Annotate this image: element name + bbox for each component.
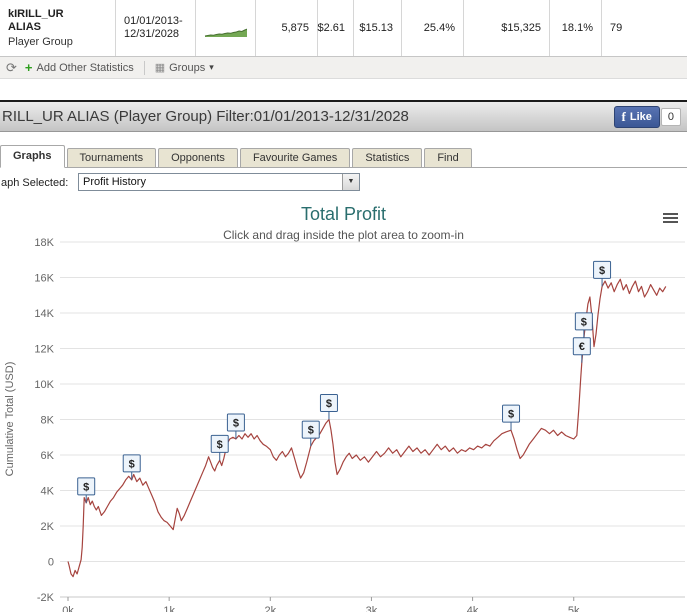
date-range-cell: 01/01/2013- 12/31/2028 bbox=[116, 0, 196, 56]
tab-favourite-games[interactable]: Favourite Games bbox=[239, 148, 351, 168]
svg-text:$: $ bbox=[83, 481, 89, 493]
svg-text:$: $ bbox=[308, 425, 314, 437]
flag-marker[interactable]: $ bbox=[301, 420, 320, 447]
like-count-badge: 0 bbox=[660, 107, 681, 126]
stat-ability: 79 bbox=[610, 22, 623, 34]
graph-type-value: Profit History bbox=[83, 176, 146, 188]
add-other-statistics-label: Add Other Statistics bbox=[36, 61, 134, 74]
svg-text:14K: 14K bbox=[34, 308, 54, 320]
svg-text:€: € bbox=[579, 341, 585, 353]
svg-text:$: $ bbox=[508, 409, 514, 421]
tab-bar: Graphs Tournaments Opponents Favourite G… bbox=[0, 143, 687, 168]
facebook-like-widget: f Like 0 bbox=[613, 105, 681, 128]
profit-history-chart: -2K 0 2K 4K 6K 8K 10K 12K 14K 16K 18K 0k 1k 2k 3k 4k 5k $… bbox=[0, 198, 687, 612]
player-name-cell: kIRILL_UR ALIAS Player Group bbox=[0, 0, 116, 56]
svg-text:8K: 8K bbox=[41, 415, 55, 427]
stat-av-stake: $15.13 bbox=[354, 0, 402, 56]
graph-selector-row: aph Selected: Profit History ▼ bbox=[0, 168, 687, 198]
tab-statistics[interactable]: Statistics bbox=[352, 148, 423, 168]
svg-text:$: $ bbox=[326, 398, 332, 410]
statistics-toolbar: ⟳ + Add Other Statistics ▦ Groups ▾ bbox=[0, 57, 687, 79]
tab-find[interactable]: Find bbox=[424, 148, 472, 168]
svg-text:10K: 10K bbox=[34, 379, 54, 391]
add-other-statistics-button[interactable]: + Add Other Statistics bbox=[24, 60, 134, 75]
filter-header: RILL_UR ALIAS (Player Group) Filter:01/0… bbox=[0, 100, 687, 132]
sparkline-cell bbox=[196, 0, 256, 56]
svg-text:1k: 1k bbox=[163, 605, 175, 612]
svg-text:0: 0 bbox=[48, 557, 54, 569]
flag-marker[interactable]: $ bbox=[210, 434, 229, 461]
groups-dropdown[interactable]: ▦ Groups ▾ bbox=[154, 61, 214, 75]
facebook-icon: f bbox=[621, 108, 626, 124]
player-stats-row[interactable]: kIRILL_UR ALIAS Player Group 01/01/2013-… bbox=[0, 0, 687, 57]
svg-text:$: $ bbox=[217, 439, 223, 451]
svg-text:5k: 5k bbox=[568, 605, 580, 612]
flag-marker[interactable]: $ bbox=[226, 413, 245, 440]
flag-marker[interactable]: $ bbox=[122, 454, 141, 480]
stat-total-profit: $15,325 bbox=[464, 0, 550, 56]
svg-text:18K: 18K bbox=[34, 237, 54, 249]
chart-context-menu-icon[interactable] bbox=[663, 211, 678, 225]
flag-marker[interactable]: $ bbox=[319, 394, 338, 420]
facebook-like-button[interactable]: f Like bbox=[613, 105, 660, 128]
svg-text:12K: 12K bbox=[34, 344, 54, 356]
y-axis-title: Cumulative Total (USD) bbox=[4, 361, 16, 477]
chart-title: Total Profit bbox=[300, 204, 387, 224]
svg-text:$: $ bbox=[599, 265, 605, 277]
svg-text:6K: 6K bbox=[41, 450, 55, 462]
svg-text:2k: 2k bbox=[264, 605, 276, 612]
svg-text:$: $ bbox=[233, 418, 239, 430]
tab-graphs[interactable]: Graphs bbox=[0, 145, 65, 168]
flag-marker[interactable]: € bbox=[572, 337, 591, 363]
results-sparkline bbox=[204, 28, 247, 37]
date-range-line2: 12/31/2028 bbox=[124, 28, 180, 40]
combo-arrow-icon[interactable]: ▼ bbox=[342, 174, 359, 190]
stat-total-roi: 18.1% bbox=[550, 0, 602, 56]
date-range-line1: 01/01/2013- bbox=[124, 15, 183, 27]
groups-label: Groups bbox=[169, 61, 206, 74]
stat-av-profit: $2.61 bbox=[317, 0, 354, 56]
chart-subtitle: Click and drag inside the plot area to z… bbox=[223, 228, 464, 242]
svg-text:16K: 16K bbox=[34, 273, 54, 285]
svg-text:3k: 3k bbox=[366, 605, 378, 612]
player-name: kIRILL_UR ALIAS bbox=[8, 8, 64, 33]
svg-text:-2K: -2K bbox=[37, 592, 55, 604]
groups-icon: ▦ bbox=[154, 62, 166, 74]
svg-text:0k: 0k bbox=[62, 605, 74, 612]
svg-text:$: $ bbox=[581, 316, 587, 328]
player-type: Player Group bbox=[8, 36, 73, 48]
flag-marker[interactable]: $ bbox=[502, 404, 521, 431]
tab-tournaments[interactable]: Tournaments bbox=[66, 148, 157, 168]
graph-type-select[interactable]: Profit History ▼ bbox=[78, 173, 360, 191]
flag-marker[interactable]: $ bbox=[77, 477, 96, 503]
svg-text:2K: 2K bbox=[41, 521, 55, 533]
tab-opponents[interactable]: Opponents bbox=[158, 148, 238, 168]
refresh-icon[interactable]: ⟳ bbox=[6, 59, 17, 75]
flag-marker[interactable]: $ bbox=[593, 260, 612, 287]
graph-selected-label: aph Selected: bbox=[1, 177, 69, 189]
stat-av-roi: 25.4% bbox=[402, 0, 464, 56]
page-title: RILL_UR ALIAS (Player Group) Filter:01/0… bbox=[2, 108, 409, 125]
plus-icon: + bbox=[24, 60, 33, 75]
svg-text:4k: 4k bbox=[467, 605, 479, 612]
svg-text:$: $ bbox=[129, 458, 135, 470]
chevron-down-icon: ▾ bbox=[209, 62, 214, 72]
stat-count: 5,875 bbox=[256, 0, 318, 56]
profit-chart-svg[interactable]: -2K 0 2K 4K 6K 8K 10K 12K 14K 16K 18K 0k 1k 2k 3k 4k 5k $… bbox=[0, 198, 687, 612]
flag-marker[interactable]: $ bbox=[574, 312, 593, 338]
like-label: Like bbox=[629, 110, 652, 123]
toolbar-divider bbox=[143, 60, 145, 75]
svg-text:4K: 4K bbox=[41, 486, 55, 498]
